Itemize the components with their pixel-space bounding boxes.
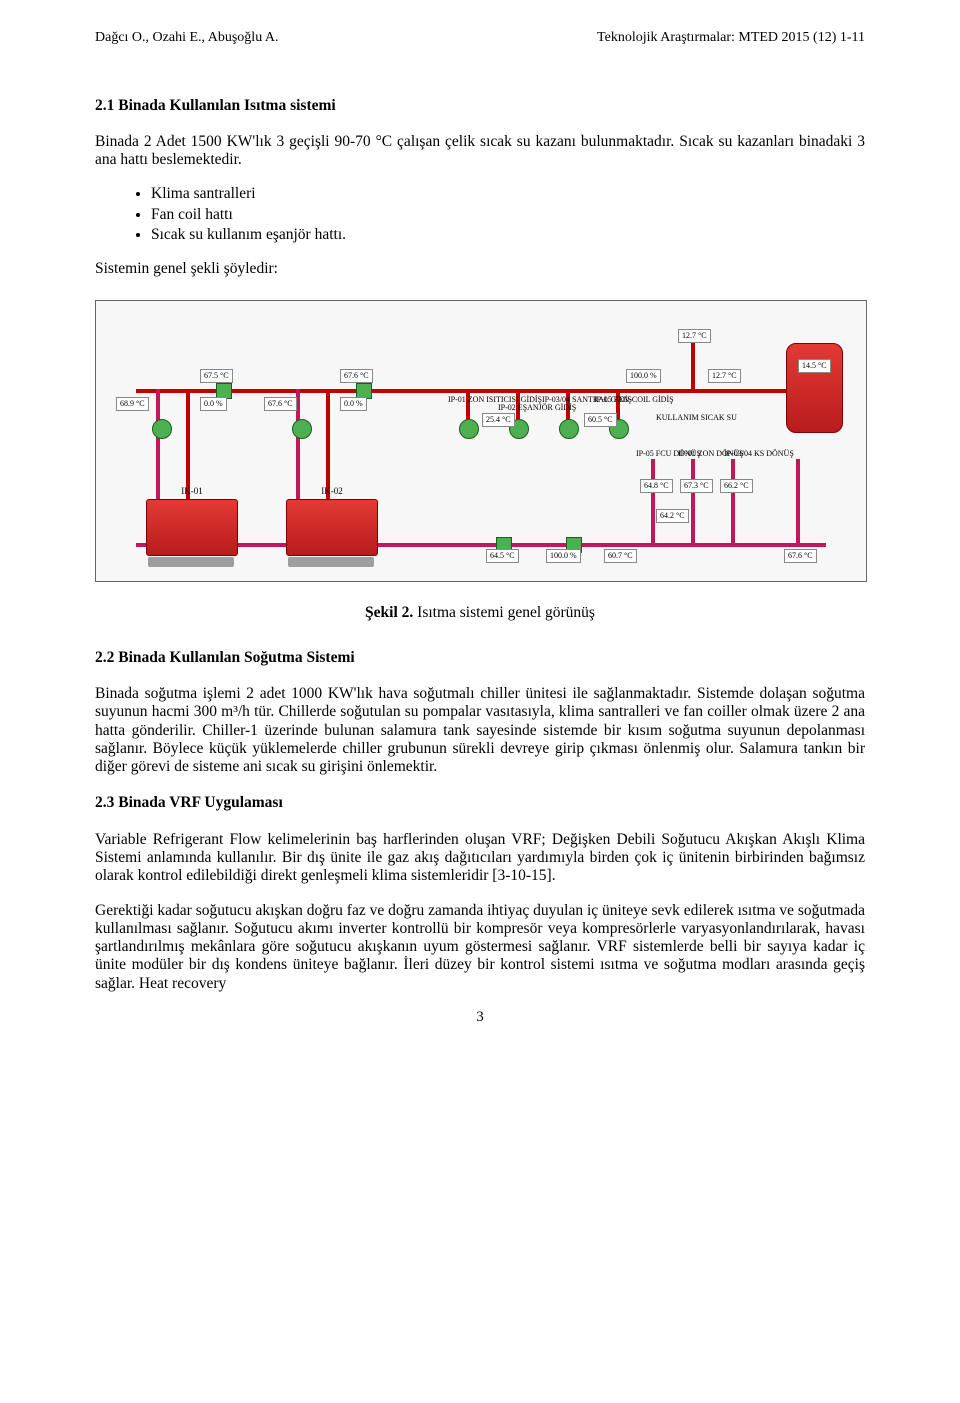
pipe-v bbox=[731, 459, 735, 545]
header-left: Dağcı O., Ozahi E., Abuşoğlu A. bbox=[95, 30, 279, 47]
boiler-ik01: IK-01 bbox=[146, 499, 238, 556]
diagram-label: IP-05 FCU DÖNÜŞ bbox=[636, 449, 681, 458]
sensor: 12.7 °C bbox=[708, 369, 741, 382]
pipe-v bbox=[651, 459, 655, 545]
s22-p1: Binada soğutma işlemi 2 adet 1000 KW'lık… bbox=[95, 685, 865, 776]
section-2-3-title: 2.3 Binada VRF Uygulaması bbox=[95, 794, 865, 812]
pipe-v bbox=[691, 459, 695, 545]
pipe-v bbox=[796, 459, 800, 545]
sensor: 64.2 °C bbox=[656, 509, 689, 522]
sensor: 67.6 °C bbox=[784, 549, 817, 562]
figure-2: IK-01 IK-02 68.9 °C 67.5 °C 0.0 % 67.6 bbox=[95, 300, 865, 622]
sensor: 0.0 % bbox=[200, 397, 227, 410]
caption-text: Isıtma sistemi genel görünüş bbox=[413, 604, 595, 621]
caption-bold: Şekil 2. bbox=[365, 604, 413, 621]
page-header: Dağcı O., Ozahi E., Abuşoğlu A. Teknoloj… bbox=[95, 30, 865, 47]
pump-icon bbox=[152, 419, 172, 439]
bullet-item: Klima santralleri bbox=[151, 185, 865, 203]
diagram-label: IP-01 ZON DÖNÜŞ bbox=[678, 449, 728, 458]
sensor: 60.5 °C bbox=[584, 413, 617, 426]
sensor: 64.8 °C bbox=[640, 479, 673, 492]
sensor: 67.3 °C bbox=[680, 479, 713, 492]
sensor: 67.5 °C bbox=[200, 369, 233, 382]
sensor: 100.0 % bbox=[546, 549, 581, 562]
diagram-label: IP-03/04 KS DÖNÜŞ bbox=[724, 449, 779, 458]
sensor: 67.6 °C bbox=[264, 397, 297, 410]
s21-bullet-list: Klima santralleri Fan coil hattı Sıcak s… bbox=[95, 185, 865, 244]
s21-p2: Sistemin genel şekli şöyledir: bbox=[95, 260, 865, 278]
page-number: 3 bbox=[95, 1009, 865, 1027]
s23-p1: Variable Refrigerant Flow kelimelerinin … bbox=[95, 831, 865, 886]
boiler-ik02: IK-02 bbox=[286, 499, 378, 556]
figure-2-caption: Şekil 2. Isıtma sistemi genel görünüş bbox=[95, 604, 865, 622]
bullet-item: Fan coil hattı bbox=[151, 206, 865, 224]
bullet-item: Sıcak su kullanım eşanjör hattı. bbox=[151, 226, 865, 244]
diagram-label: KULLANIM SICAK SU bbox=[656, 413, 737, 422]
sensor: 66.2 °C bbox=[720, 479, 753, 492]
sensor: 100.0 % bbox=[626, 369, 661, 382]
s23-p2: Gerektiği kadar soğutucu akışkan doğru f… bbox=[95, 902, 865, 993]
sensor: 67.6 °C bbox=[340, 369, 373, 382]
pump-icon bbox=[459, 419, 479, 439]
sensor: 12.7 °C bbox=[678, 329, 711, 342]
sensor: 68.9 °C bbox=[116, 397, 149, 410]
heating-system-diagram: IK-01 IK-02 68.9 °C 67.5 °C 0.0 % 67.6 bbox=[95, 300, 867, 582]
pipe-supply bbox=[136, 389, 826, 393]
section-2-2-title: 2.2 Binada Kullanılan Soğutma Sistemi bbox=[95, 649, 865, 667]
boiler-label: IK-02 bbox=[287, 486, 377, 497]
s21-p1: Binada 2 Adet 1500 KW'lık 3 geçişli 90-7… bbox=[95, 133, 865, 170]
pipe-v bbox=[326, 389, 330, 499]
sensor: 0.0 % bbox=[340, 397, 367, 410]
pipe-v bbox=[691, 341, 695, 391]
sensor: 14.5 °C bbox=[798, 359, 831, 372]
sensor: 60.7 °C bbox=[604, 549, 637, 562]
pump-icon bbox=[559, 419, 579, 439]
pump-icon bbox=[292, 419, 312, 439]
diagram-label: IP-05 FAN-COIL GİDİŞ bbox=[594, 395, 664, 404]
sensor: 25.4 °C bbox=[482, 413, 515, 426]
pipe-return bbox=[136, 543, 826, 547]
header-right: Teknolojik Araştırmalar: MTED 2015 (12) … bbox=[597, 30, 865, 47]
sensor: 64.5 °C bbox=[486, 549, 519, 562]
boiler-label: IK-01 bbox=[147, 486, 237, 497]
hot-water-tank bbox=[786, 343, 843, 433]
pipe-v bbox=[186, 389, 190, 499]
section-2-1-title: 2.1 Binada Kullanılan Isıtma sistemi bbox=[95, 97, 865, 115]
